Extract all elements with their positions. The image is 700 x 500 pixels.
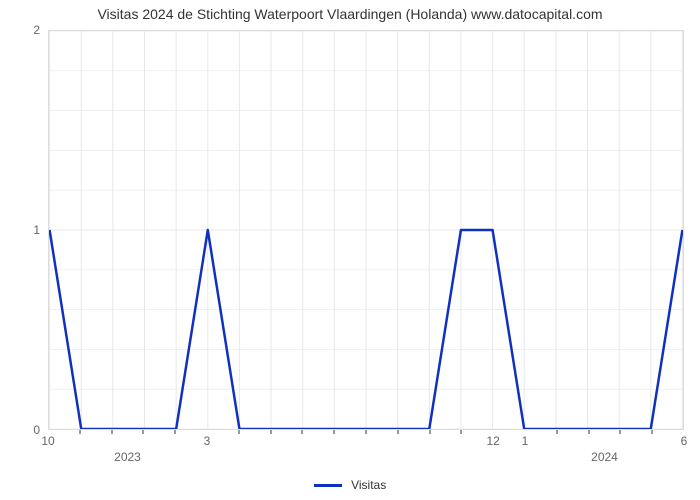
x-minor-tick <box>111 430 113 434</box>
legend-label: Visitas <box>351 478 386 492</box>
y-tick-label: 1 <box>33 223 40 237</box>
x-minor-tick <box>429 430 431 434</box>
x-minor-tick <box>333 430 335 434</box>
x-minor-tick <box>238 430 240 434</box>
chart-container: Visitas 2024 de Stichting Waterpoort Vla… <box>0 0 700 500</box>
data-line <box>49 31 683 429</box>
x-minor-tick <box>270 430 272 434</box>
x-minor-tick <box>619 430 621 434</box>
x-year-label: 2023 <box>114 450 141 464</box>
x-minor-tick <box>79 430 81 434</box>
x-minor-tick <box>460 430 462 434</box>
chart-title: Visitas 2024 de Stichting Waterpoort Vla… <box>0 6 700 22</box>
x-minor-tick <box>142 430 144 434</box>
x-minor-tick <box>588 430 590 434</box>
x-tick-label: 6 <box>681 434 688 448</box>
x-tick-label: 12 <box>487 434 500 448</box>
x-tick-label: 1 <box>522 434 529 448</box>
legend-swatch <box>314 484 342 487</box>
x-tick-label: 10 <box>41 434 54 448</box>
x-tick-label: 3 <box>204 434 211 448</box>
x-year-label: 2024 <box>591 450 618 464</box>
x-minor-tick <box>365 430 367 434</box>
x-minor-tick <box>301 430 303 434</box>
x-minor-tick <box>556 430 558 434</box>
x-minor-tick <box>397 430 399 434</box>
y-tick-label: 2 <box>33 23 40 37</box>
x-minor-tick <box>651 430 653 434</box>
legend: Visitas <box>0 478 700 492</box>
y-tick-label: 0 <box>33 423 40 437</box>
x-minor-tick <box>174 430 176 434</box>
plot-area <box>48 30 684 430</box>
